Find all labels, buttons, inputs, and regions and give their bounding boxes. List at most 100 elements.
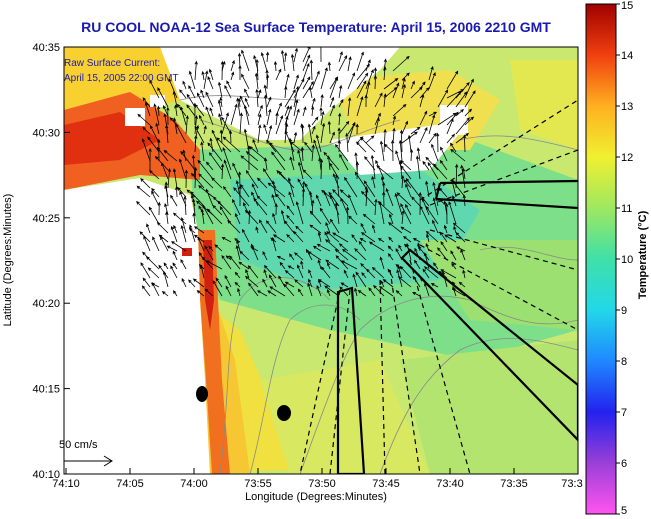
current-vector-arrow <box>324 231 331 243</box>
current-vector-arrow <box>338 243 349 252</box>
current-vector-arrow <box>347 72 356 90</box>
current-vector-arrow <box>315 194 322 207</box>
current-vector-arrow <box>318 157 322 171</box>
current-vector-arrow <box>217 99 223 117</box>
current-vector-arrow <box>325 221 331 234</box>
current-vector-arrow <box>323 191 331 207</box>
current-vector-arrow <box>443 224 448 234</box>
current-vector-arrow <box>265 220 277 234</box>
current-vector-arrow <box>415 155 421 180</box>
current-vector-arrow <box>337 127 341 144</box>
current-vector-arrow <box>326 231 340 243</box>
current-vector-arrow <box>255 226 259 234</box>
current-vector-arrow <box>453 225 457 234</box>
current-vector-arrow <box>186 104 196 117</box>
current-vector-arrow <box>365 81 371 99</box>
current-vector-arrow <box>156 221 169 234</box>
current-vector-arrow <box>451 195 457 207</box>
colorbar-tick-label: 7 <box>621 407 627 419</box>
current-vector-arrow <box>203 125 207 135</box>
current-vector-arrow <box>136 200 151 216</box>
current-vector-arrow <box>247 209 252 225</box>
current-vector-arrow <box>360 263 367 270</box>
current-vector-arrow <box>311 125 316 135</box>
current-vector-arrow <box>175 186 179 198</box>
current-vector-arrow <box>374 198 378 216</box>
y-tick-label: 40:10 <box>32 469 60 481</box>
current-vector-arrow <box>177 187 187 198</box>
current-vector-arrow <box>214 244 223 252</box>
current-vector-arrow <box>338 112 342 126</box>
current-vector-arrow <box>405 203 412 216</box>
current-vector-arrow <box>396 192 412 207</box>
current-vector-arrow <box>175 123 187 144</box>
current-vector-arrow <box>275 111 279 126</box>
current-vector-arrow <box>365 135 375 144</box>
current-vector-arrow <box>302 169 313 180</box>
current-vector-arrow <box>271 180 277 198</box>
current-vector-arrow <box>153 103 160 126</box>
current-vector-arrow <box>432 181 439 207</box>
current-vector-arrow <box>271 193 277 207</box>
current-vector-arrow <box>267 182 286 198</box>
current-vector-arrow <box>307 282 313 297</box>
current-vector-arrow <box>184 169 189 189</box>
current-vector-arrow <box>327 155 331 171</box>
current-vector-arrow <box>320 122 326 144</box>
current-vector-arrow <box>155 122 160 135</box>
current-vector-arrow <box>181 277 187 288</box>
current-vector-arrow <box>266 108 272 126</box>
current-vector-arrow <box>354 248 367 261</box>
current-vector-arrow <box>287 177 295 198</box>
current-vector-arrow <box>245 268 250 279</box>
current-vector-arrow <box>166 245 178 252</box>
current-vector-arrow <box>182 80 187 90</box>
current-vector-arrow <box>309 224 322 234</box>
current-vector-arrow <box>423 252 430 270</box>
current-vector-arrow <box>460 164 466 189</box>
current-vector-arrow <box>371 266 385 279</box>
colorbar-tick-label: 8 <box>621 356 627 368</box>
current-vector-arrow <box>329 131 335 144</box>
current-vector-arrow <box>219 129 223 144</box>
current-vector-arrow <box>293 252 304 261</box>
current-vector-arrow <box>172 262 178 270</box>
current-vector-arrow <box>230 71 235 81</box>
current-vector-arrow <box>257 89 262 99</box>
current-vector-arrow <box>293 131 298 144</box>
current-vector-arrow <box>437 89 449 108</box>
current-vector-arrow <box>311 70 320 90</box>
current-vector-arrow <box>401 77 406 90</box>
current-vector-arrow <box>400 203 412 225</box>
current-vector-arrow <box>156 146 169 162</box>
current-vector-arrow <box>307 251 322 261</box>
current-vector-arrow <box>226 80 232 90</box>
current-vector-arrow <box>174 104 178 117</box>
current-vector-arrow <box>345 132 349 153</box>
current-vector-arrow <box>280 49 286 72</box>
current-vector-arrow <box>298 161 304 180</box>
current-vector-arrow <box>452 222 466 234</box>
station-marker <box>277 405 291 421</box>
current-vector-arrow <box>172 168 178 189</box>
current-vector-arrow <box>254 72 259 90</box>
current-vector-arrow <box>329 76 339 99</box>
current-vector-arrow <box>392 104 407 117</box>
current-vector-arrow <box>232 162 241 180</box>
current-vector-arrow <box>142 277 151 288</box>
current-vector-arrow <box>419 126 428 144</box>
current-vector-arrow <box>354 152 358 171</box>
current-vector-arrow <box>450 142 457 153</box>
current-vector-arrow <box>450 148 466 162</box>
current-vector-arrow <box>392 127 396 144</box>
current-vector-arrow <box>269 142 286 162</box>
current-vector-arrow <box>338 51 343 63</box>
current-vector-arrow <box>407 134 412 153</box>
current-vector-arrow <box>312 245 322 252</box>
current-vector-arrow <box>262 250 268 261</box>
current-vector-arrow <box>136 185 151 198</box>
current-vector-arrow <box>257 124 262 144</box>
current-vector-arrow <box>211 129 223 153</box>
current-vector-arrow <box>419 87 430 99</box>
current-vector-arrow <box>172 90 178 108</box>
